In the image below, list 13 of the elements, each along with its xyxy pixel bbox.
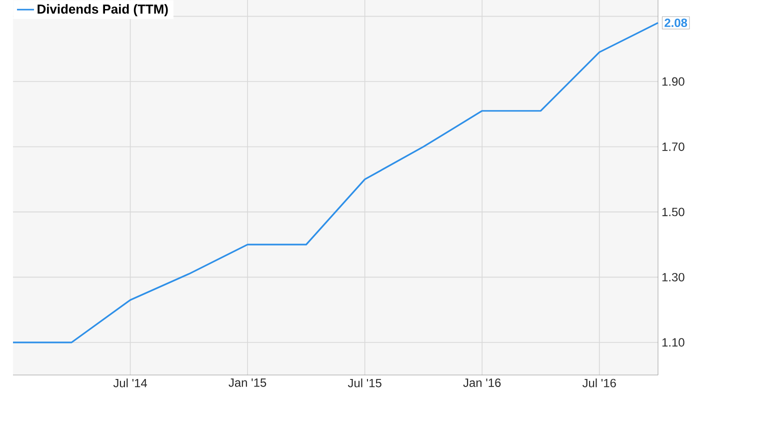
y-tick-label: 1.10 [662,338,684,347]
x-tick-label: Jan '16 [463,378,501,387]
y-tick-label: 1.50 [662,208,684,216]
y-tick-label: 1.70 [662,142,684,151]
legend-label: Dividends Paid (TTM) [38,4,168,16]
y-tick-label: 1.30 [662,272,684,282]
line-series [12,22,659,344]
x-tick-label: Jan '15 [228,378,266,387]
x-tick-label: Jul '16 [582,378,616,388]
x-tick-label: Jul '14 [113,378,148,388]
data-label: 2.08 [664,18,688,28]
x-tick-label: Jul '15 [348,378,382,388]
y-tick-label: 1.90 [662,77,684,86]
